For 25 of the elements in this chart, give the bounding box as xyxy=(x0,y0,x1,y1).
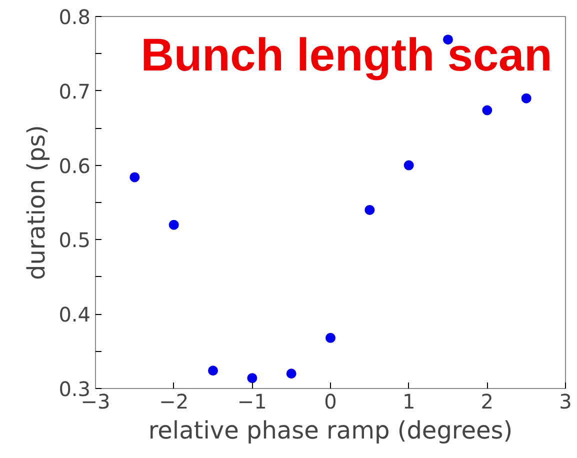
point xyxy=(404,160,414,170)
point xyxy=(521,93,532,104)
x-tick-label: 0 xyxy=(324,390,337,414)
point xyxy=(482,105,492,116)
point xyxy=(130,172,140,182)
y-tick-label: 0.6 xyxy=(58,154,91,178)
y-tick-label: 0.7 xyxy=(58,79,91,104)
x-tick-label: −2 xyxy=(159,390,189,414)
point xyxy=(208,366,218,376)
y-tick-label: 0.4 xyxy=(58,302,91,327)
x-axis-title: relative phase ramp (degrees) xyxy=(148,416,513,444)
chart-title: Bunch length scan xyxy=(140,28,552,80)
x-tick-label: 3 xyxy=(559,390,572,414)
point xyxy=(286,368,296,379)
y-axis-title: duration (ps) xyxy=(22,124,51,280)
point xyxy=(364,204,375,215)
x-tick-label: 1 xyxy=(402,390,416,414)
y-tick-label: 0.8 xyxy=(58,5,91,29)
x-tick-label: −1 xyxy=(237,390,267,414)
point xyxy=(326,332,336,343)
y-tick-label: 0.5 xyxy=(58,228,91,252)
x-tick-label: 2 xyxy=(480,390,494,414)
point xyxy=(247,373,258,384)
point xyxy=(168,220,179,230)
point xyxy=(443,34,453,45)
